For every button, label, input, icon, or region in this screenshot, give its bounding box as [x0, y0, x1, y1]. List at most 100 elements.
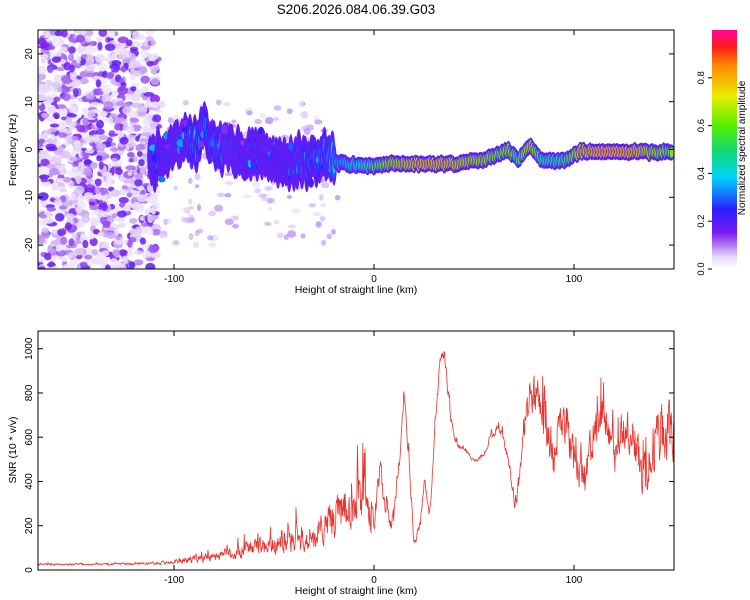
spectrogram-noise-blob: [148, 195, 158, 204]
spectrogram-noise-blob: [140, 49, 148, 59]
spectrogram-faint-blob: [334, 194, 341, 201]
spectrogram-faint-blob: [315, 221, 322, 228]
colorbar: 0.0 0.2 0.4 0.6 0.8 Normalized spectral ampl…: [696, 30, 748, 276]
spectrogram-noise-blob: [104, 57, 112, 62]
spectrogram-noise-blob: [38, 65, 47, 75]
spectrogram-noise-blob: [122, 102, 132, 108]
spectrogram-noise-blob: [40, 42, 50, 48]
spectrogram-noise-blob: [57, 104, 67, 109]
spectrogram-noise-blob: [38, 83, 49, 93]
snr-y-tick-label: 200: [24, 517, 35, 534]
spectrogram-faint-blob: [224, 193, 232, 198]
spectrogram-noise-blob: [69, 264, 76, 269]
spectrogram-noise-blob: [118, 132, 124, 138]
spectrogram-noise-blob: [148, 121, 158, 128]
spectrogram-noise-blob: [90, 218, 101, 226]
spectrogram-noise-blob: [122, 106, 131, 115]
spectrogram-noise-blob: [101, 250, 110, 257]
snr-y-tick-label: 1000: [24, 337, 35, 360]
spectrogram-noise-blob: [90, 178, 96, 186]
spectrogram-faint-blob: [276, 232, 284, 239]
spectrogram-noise-blob: [47, 115, 55, 123]
colorbar-ticks: 0.0 0.2 0.4 0.6 0.8: [696, 71, 712, 276]
spectrogram-x-tick-label: -100: [164, 274, 184, 285]
colorbar-tick-label: 0.8: [696, 71, 707, 84]
spectrogram-noise-blob: [97, 41, 103, 51]
spectrogram-noise-blob: [51, 56, 61, 63]
spectrogram-noise-blob: [89, 161, 98, 169]
spectrogram-noise-blob: [47, 45, 56, 50]
spectrogram-noise-blob: [148, 215, 157, 222]
spectrogram-noise-blob: [125, 93, 135, 100]
spectrogram-noise-blob: [45, 155, 52, 160]
spectrogram-noise-blob: [43, 217, 54, 224]
spectrogram-noise-blob: [43, 252, 52, 261]
spectrogram-y-tick-label: -10: [24, 190, 35, 205]
spectrogram-noise-blob: [118, 249, 128, 256]
spectrogram-noise-blob: [46, 262, 56, 267]
spectrogram-noise-blob: [62, 93, 71, 102]
snr-x-ticks: -100 0 100: [164, 331, 583, 586]
spectrogram-noise-blob: [148, 55, 159, 60]
spectrogram-noise-blob: [89, 231, 95, 240]
snr-x-tick-label: 0: [371, 575, 377, 586]
spectrogram-noise-blob: [141, 149, 149, 154]
spectrogram-noise-blob: [70, 149, 77, 158]
spectrogram-noise-blob: [140, 86, 149, 92]
spectrogram-faint-blob: [320, 203, 327, 208]
spectrogram-x-ticks: -100 0 100: [164, 30, 583, 285]
spectrogram-noise-blob: [43, 181, 52, 187]
spectrogram-noise-blob: [73, 248, 84, 256]
spectrogram-noise-blob: [42, 132, 49, 141]
spectrogram-faint-blob: [181, 216, 187, 223]
spectrogram-noise-blob: [94, 88, 104, 96]
spectrogram-noise-blob: [53, 198, 63, 207]
spectrogram-noise-blob: [81, 107, 88, 116]
spectrogram-ridge-blob: [262, 146, 269, 154]
spectrogram-faint-blob: [246, 110, 253, 116]
spectrogram-noise-blob: [69, 64, 75, 73]
spectrogram-noise-blob: [151, 228, 161, 236]
spectrogram-noise-blob: [118, 188, 128, 196]
spectrogram-noise-blob: [46, 163, 56, 169]
spectrogram-noise-blob: [150, 39, 156, 46]
spectrogram-noise-blob: [59, 188, 67, 193]
spectrogram-noise-blob: [131, 60, 141, 69]
spectrogram-noise-blob: [98, 161, 104, 170]
colorbar-gradient: [712, 30, 737, 269]
spectrogram-noise-blob: [79, 261, 88, 268]
spectrogram-noise-blob: [68, 123, 75, 130]
spectrogram-faint-blob: [266, 197, 275, 204]
spectrogram-faint-blob: [265, 222, 272, 226]
spectrogram-ridge-cell: [670, 150, 673, 155]
spectrogram-noise-blob: [128, 110, 139, 118]
spectrogram-faint-blob: [232, 223, 239, 229]
spectrogram-ridge-blob: [241, 165, 249, 172]
spectrogram-noise-blob: [128, 157, 134, 163]
spectrogram-noise-blob: [101, 70, 108, 79]
spectrogram-noise-blob: [58, 125, 67, 133]
spectrogram-noise-blob: [148, 244, 159, 254]
spectrogram-faint-blob: [319, 194, 324, 201]
spectrogram-faint-blob: [326, 233, 332, 240]
spectrogram-ridge-blob: [210, 139, 216, 148]
spectrogram-noise-blob: [68, 105, 77, 114]
spectrogram-faint-blob: [208, 241, 217, 248]
spectrogram-faint-blob: [254, 118, 263, 125]
spectrogram-noise-blob: [125, 134, 136, 140]
spectrogram-faint-blob: [266, 186, 274, 191]
spectrogram-noise-blob: [63, 176, 72, 183]
snr-y-tick-label: 0: [24, 567, 35, 573]
spectrogram-noise-blob: [83, 167, 93, 177]
spectrogram-noise-blob: [38, 192, 49, 201]
snr-panel: -100 0 100 0 200 400 600 800 1000 Height of str…: [7, 330, 675, 597]
spectrogram-noise-blob: [150, 252, 161, 259]
spectrogram-noise-blob: [125, 165, 136, 171]
spectrogram-noise-blob: [67, 253, 74, 259]
spectrogram-noise-blob: [99, 110, 108, 117]
spectrogram-x-label: Height of straight line (km): [295, 284, 418, 296]
spectrogram-noise-blob: [110, 162, 122, 167]
spectrogram-noise-blob: [75, 206, 83, 214]
spectrogram-faint-blob: [287, 230, 297, 238]
spectrogram-noise-blob: [108, 130, 116, 138]
